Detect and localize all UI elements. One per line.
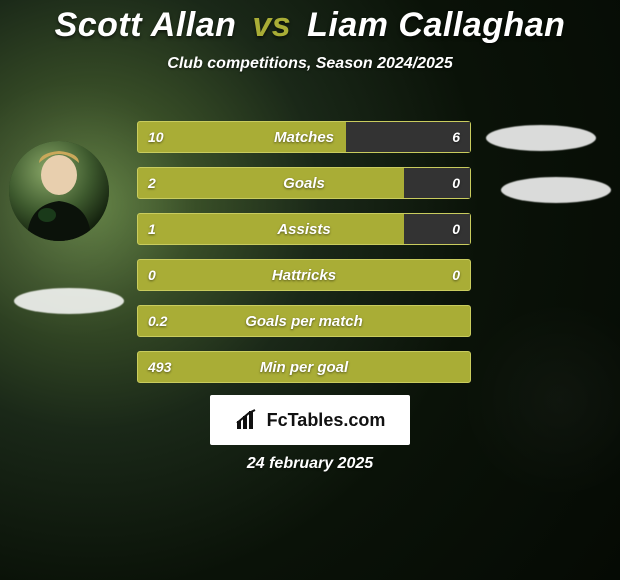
- infographic-content: Scott Allan vs Liam Callaghan Club compe…: [0, 0, 620, 580]
- stat-row-right-segment: [404, 214, 470, 244]
- stat-row: Hattricks0 0: [137, 259, 471, 291]
- player1-name: Scott Allan: [55, 6, 237, 44]
- page-title: Scott Allan vs Liam Callaghan: [0, 0, 620, 45]
- stat-row: Assists10: [137, 213, 471, 245]
- stat-value-left: 1: [148, 214, 156, 244]
- stat-value-left: 2: [148, 168, 156, 198]
- subtitle: Club competitions, Season 2024/2025: [0, 55, 620, 73]
- stat-value-left: 0.2: [148, 306, 167, 336]
- stat-row-right-segment: [404, 168, 470, 198]
- stat-row: Goals20: [137, 167, 471, 199]
- brand-logo-icon: [235, 409, 261, 431]
- player1-shadow: [14, 288, 124, 314]
- player1-avatar: [9, 141, 109, 241]
- brand-text: FcTables.com: [267, 410, 386, 431]
- stat-value-right: 0: [452, 260, 460, 290]
- stat-value-right: 0: [452, 168, 460, 198]
- stat-value-right: 6: [452, 122, 460, 152]
- player2-shadow-b: [501, 177, 611, 203]
- stat-value-left: 493: [148, 352, 171, 382]
- stat-label: Min per goal: [138, 352, 470, 382]
- brand-badge: FcTables.com: [210, 395, 410, 445]
- stat-value-right: 0: [452, 214, 460, 244]
- stat-bars: Matches106Goals20Assists10Hattricks00Goa…: [137, 121, 471, 397]
- stat-value-left: 0: [148, 260, 156, 290]
- stat-label: Hattricks: [138, 260, 470, 290]
- stat-value-left: 10: [148, 122, 164, 152]
- stat-row: Matches106: [137, 121, 471, 153]
- stat-row: Goals per match0.2: [137, 305, 471, 337]
- vs-text: vs: [252, 6, 291, 44]
- date-text: 24 february 2025: [0, 455, 620, 473]
- stat-label: Goals per match: [138, 306, 470, 336]
- stat-row: Min per goal493: [137, 351, 471, 383]
- avatar-placeholder-icon: [9, 141, 109, 241]
- player2-name: Liam Callaghan: [307, 6, 565, 44]
- player2-shadow-a: [486, 125, 596, 151]
